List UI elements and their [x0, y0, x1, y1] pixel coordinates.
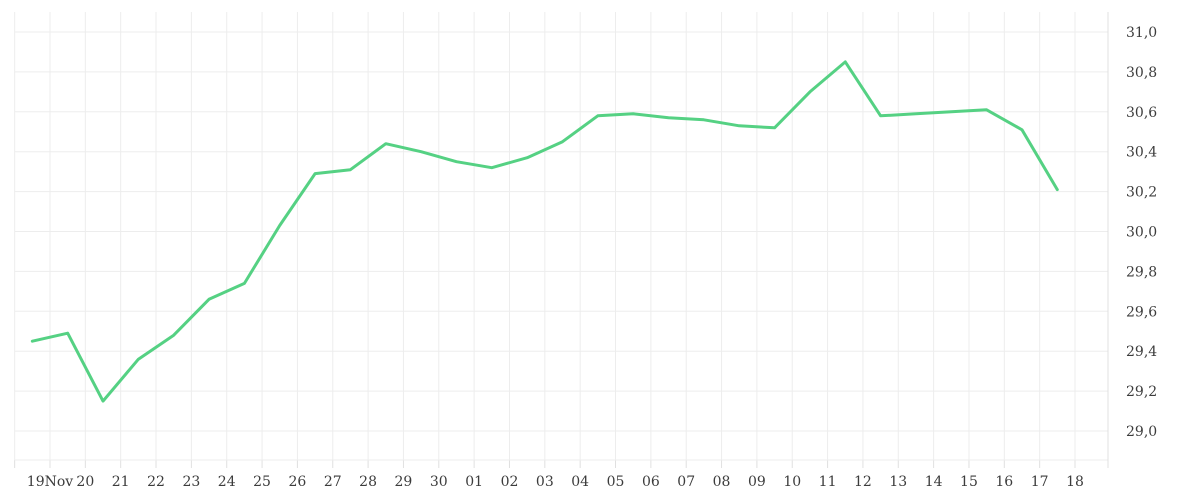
y-tick-label: 30,8	[1126, 65, 1157, 81]
x-tick-label: 10	[783, 474, 801, 490]
x-tick-label: 11	[819, 474, 837, 490]
x-tick-label: 23	[182, 474, 200, 490]
x-tick-label: 18	[1066, 474, 1084, 490]
y-tick-label: 30,2	[1126, 185, 1157, 201]
x-tick-label: 06	[642, 474, 660, 490]
y-tick-label: 29,4	[1126, 344, 1157, 360]
x-tick-label: 02	[501, 474, 519, 490]
x-tick-label: 29	[395, 474, 413, 490]
x-tick-label: 19Nov	[27, 474, 73, 490]
x-tick-label: 27	[324, 474, 342, 490]
x-tick-label: 20	[76, 474, 94, 490]
x-tick-label: 24	[218, 474, 236, 490]
x-tick-label: 01	[465, 474, 483, 490]
x-tick-label: 16	[995, 474, 1013, 490]
x-tick-label: 26	[288, 474, 306, 490]
y-tick-label: 29,8	[1126, 264, 1157, 280]
x-tick-label: 09	[748, 474, 766, 490]
x-tick-label: 25	[253, 474, 271, 490]
y-tick-label: 29,0	[1126, 424, 1157, 440]
y-tick-label: 30,0	[1126, 225, 1157, 241]
x-tick-label: 15	[960, 474, 978, 490]
x-tick-label: 30	[430, 474, 448, 490]
x-tick-label: 13	[889, 474, 907, 490]
x-tick-label: 21	[112, 474, 130, 490]
x-tick-label: 04	[571, 474, 589, 490]
x-tick-label: 22	[147, 474, 165, 490]
x-tick-label: 12	[854, 474, 872, 490]
x-tick-label: 08	[713, 474, 731, 490]
x-tick-label: 28	[359, 474, 377, 490]
x-tick-label: 03	[536, 474, 554, 490]
y-tick-label: 30,4	[1126, 145, 1157, 161]
y-tick-label: 29,2	[1126, 384, 1157, 400]
x-tick-label: 05	[607, 474, 625, 490]
x-tick-label: 17	[1031, 474, 1049, 490]
price-line	[30, 60, 1059, 403]
y-tick-label: 30,6	[1126, 105, 1157, 121]
y-tick-label: 29,6	[1126, 304, 1157, 320]
y-tick-label: 31,0	[1126, 25, 1157, 41]
x-tick-label: 14	[925, 474, 943, 490]
x-tick-label: 07	[677, 474, 695, 490]
